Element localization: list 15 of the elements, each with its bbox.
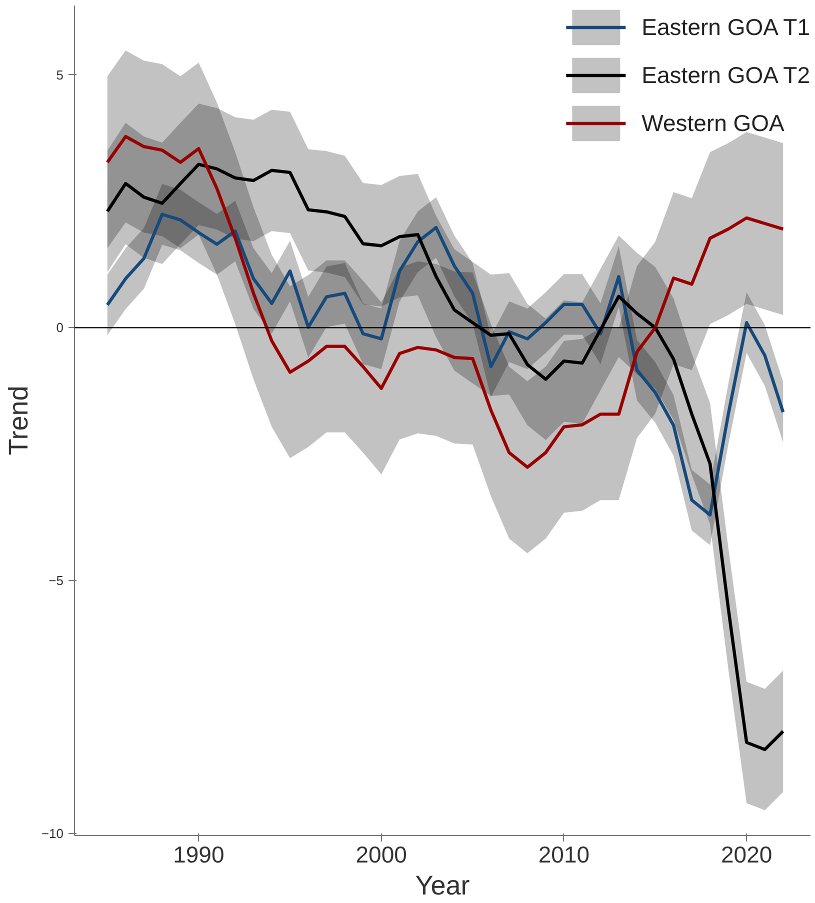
y-tick-label: −10 [41,826,64,841]
x-tick-label: 1990 [173,842,224,868]
x-tick-label: 2010 [538,842,590,868]
x-axis-title: Year [415,870,470,900]
y-tick-label: −5 [48,573,64,588]
x-tick-label: 2000 [356,842,407,868]
legend-label: Eastern GOA T1 [642,14,810,40]
legend-label: Eastern GOA T2 [642,62,810,88]
x-tick-label: 2020 [720,842,772,868]
y-tick-label: 5 [56,67,64,82]
y-axis-title: Trend [3,386,34,456]
y-tick-label: 0 [56,320,64,336]
line-series [106,212,785,516]
legend-label: Western GOA [642,110,784,136]
line-series [106,134,785,469]
